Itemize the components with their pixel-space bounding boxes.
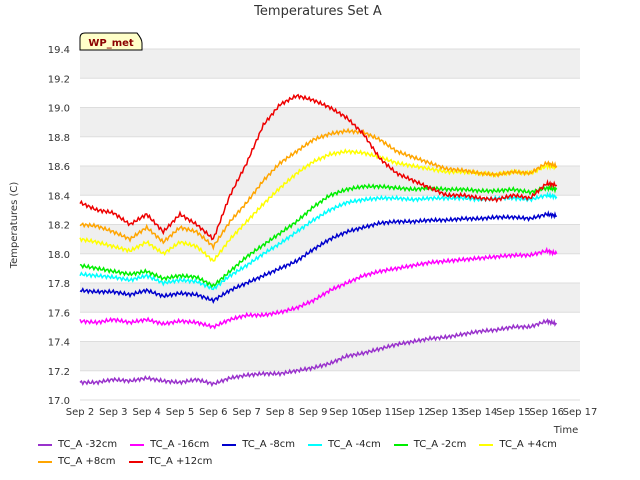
legend-row: TC_A +8cm TC_A +12cm [38, 453, 628, 470]
y-axis-label: Temperatures (C) [9, 182, 20, 270]
y-tick-label: 17.2 [48, 367, 70, 378]
series-line [79, 246, 558, 330]
series-line [79, 191, 558, 291]
series-line [79, 210, 558, 304]
x-tick-label: Sep 13 [429, 407, 464, 418]
legend: TC_A -32cm TC_A -16cm TC_A -8cm TC_A -4cm TC… [38, 436, 628, 470]
gridlines [80, 48, 580, 401]
series-line [79, 127, 558, 251]
grid-band [80, 49, 580, 79]
y-tick-label: 17.0 [48, 396, 70, 407]
legend-label: TC_A -4cm [327, 439, 381, 450]
site-badge: WP_met [79, 32, 143, 51]
legend-row: TC_A -32cm TC_A -16cm TC_A -8cm TC_A -4cm TC… [38, 436, 628, 453]
legend-item: TC_A -4cm [307, 439, 381, 450]
x-tick-label: Sep 3 [99, 407, 127, 418]
x-tick-label: Sep 14 [463, 407, 498, 418]
axis-ticks: 17.0 17.2 17.4 17.6 17.8 18.0 18.2 18.4 18.6 18.8… [48, 45, 598, 418]
chart-title: Temperatures Set A [253, 4, 382, 19]
grid-band [80, 107, 580, 137]
x-tick-label: Sep 17 [563, 407, 598, 418]
x-tick-label: Sep 15 [496, 407, 531, 418]
x-tick-label: Sep 10 [329, 407, 364, 418]
x-tick-label: Sep 12 [396, 407, 431, 418]
x-tick-label: Sep 5 [166, 407, 194, 418]
x-tick-label: Sep 16 [529, 407, 564, 418]
x-tick-label: Sep 2 [66, 407, 94, 418]
y-tick-label: 17.6 [48, 308, 70, 319]
legend-swatch [222, 443, 237, 446]
y-tick-label: 19.4 [48, 45, 70, 56]
legend-swatch [393, 443, 408, 446]
legend-label: TC_A -16cm [150, 439, 210, 450]
x-axis-label: Time [553, 425, 578, 436]
series-lines [79, 93, 558, 388]
legend-item: TC_A +12cm [128, 456, 213, 467]
site-badge-box [79, 32, 143, 51]
grid-band [80, 341, 580, 371]
x-tick-label: Sep 7 [232, 407, 260, 418]
y-tick-label: 17.4 [48, 338, 70, 349]
legend-label: TC_A +8cm [58, 456, 116, 467]
legend-item: TC_A -16cm [130, 439, 209, 450]
series-line [79, 182, 558, 289]
series-line [79, 318, 558, 388]
legend-swatch [38, 460, 52, 463]
grid-band [80, 283, 580, 313]
legend-item: TC_A -32cm [38, 439, 117, 450]
x-tick-label: Sep 6 [199, 407, 227, 418]
legend-label: TC_A -8cm [242, 439, 295, 450]
y-tick-label: 18.0 [48, 250, 70, 261]
legend-swatch [38, 443, 52, 446]
legend-swatch [130, 443, 145, 446]
legend-label: TC_A +4cm [499, 439, 557, 450]
grid-band [80, 166, 580, 196]
x-tick-label: Sep 9 [299, 407, 327, 418]
legend-item: TC_A +4cm [479, 439, 557, 450]
y-tick-label: 19.2 [48, 74, 70, 85]
y-tick-label: 19.0 [48, 104, 70, 115]
y-tick-label: 18.4 [48, 191, 70, 202]
legend-item: TC_A +8cm [38, 456, 116, 467]
legend-label: TC_A +12cm [148, 456, 213, 467]
legend-label: TC_A -2cm [413, 439, 467, 450]
legend-swatch [479, 443, 494, 446]
series-line [79, 93, 558, 241]
y-tick-label: 17.8 [48, 279, 70, 290]
x-tick-label: Sep 4 [132, 407, 160, 418]
y-tick-label: 18.8 [48, 133, 70, 144]
x-tick-label: Sep 8 [266, 407, 294, 418]
legend-item: TC_A -2cm [393, 439, 467, 450]
y-tick-label: 18.6 [48, 162, 70, 173]
legend-item: TC_A -8cm [222, 439, 295, 450]
legend-swatch [128, 460, 143, 463]
legend-label: TC_A -32cm [58, 439, 118, 450]
x-tick-label: Sep 11 [363, 407, 398, 418]
legend-swatch [307, 443, 322, 446]
y-tick-label: 18.2 [48, 221, 70, 232]
site-badge-label: WP_met [88, 38, 134, 49]
